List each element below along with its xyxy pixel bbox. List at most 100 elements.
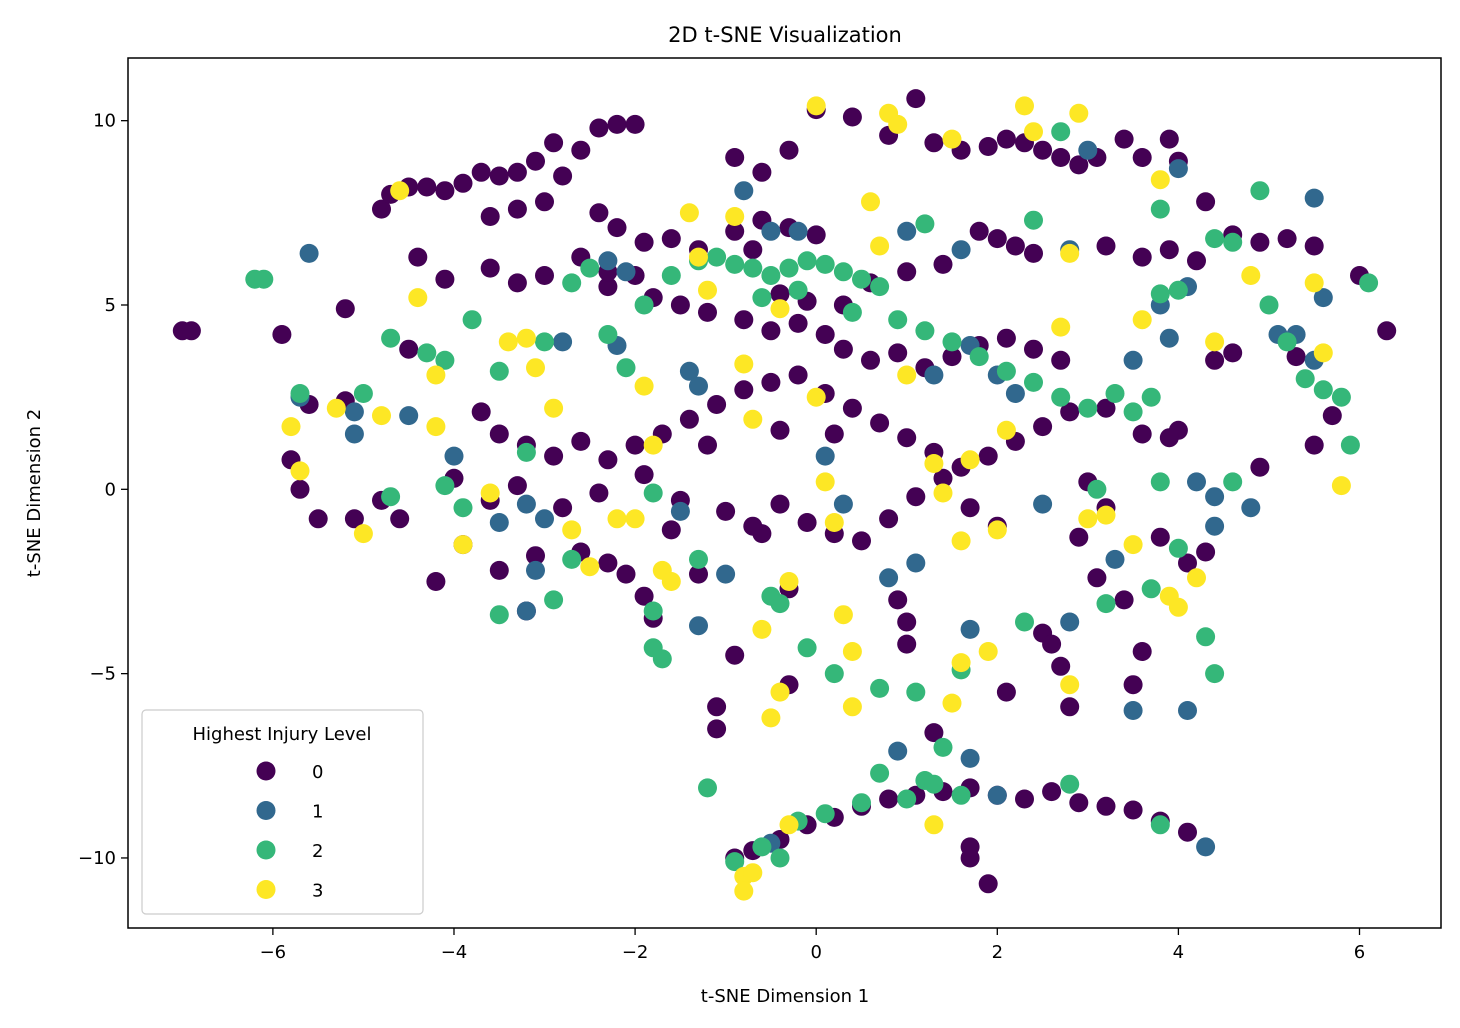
point-level-3-50 — [960, 450, 980, 470]
point-level-2-7 — [516, 442, 536, 462]
point-level-0-2 — [272, 325, 292, 344]
point-level-2-19 — [761, 266, 781, 285]
point-level-3-51 — [987, 520, 1007, 540]
point-level-0-157 — [743, 516, 763, 536]
y-axis: −10 −5 0 5 10 — [78, 111, 128, 869]
point-level-2-85 — [698, 778, 717, 798]
point-level-0-143 — [734, 380, 754, 400]
point-level-3-60 — [1123, 535, 1143, 555]
point-level-2-18 — [743, 258, 763, 278]
point-level-1-43 — [1205, 516, 1225, 536]
point-level-2-42 — [1205, 229, 1225, 249]
point-level-0-145 — [788, 365, 808, 385]
point-level-0-51 — [1277, 229, 1297, 249]
point-level-0-177 — [1024, 243, 1043, 263]
point-level-0-24 — [607, 218, 627, 238]
point-level-0-80 — [897, 634, 917, 654]
point-level-0-81 — [888, 590, 908, 610]
point-level-3-23 — [679, 203, 699, 223]
point-level-0-184 — [743, 240, 763, 260]
point-level-0-76 — [1123, 675, 1143, 695]
point-level-3-45 — [933, 483, 953, 503]
point-level-0-70 — [1250, 457, 1270, 477]
point-level-3-11 — [498, 332, 518, 352]
point-level-0-159 — [797, 513, 817, 532]
point-level-0-179 — [897, 262, 917, 282]
point-level-2-50 — [1340, 435, 1360, 455]
point-level-2-69 — [1096, 594, 1116, 614]
point-level-1-5 — [444, 446, 464, 466]
point-level-2-84 — [290, 384, 310, 403]
point-level-1-55 — [987, 785, 1007, 805]
point-level-3-73 — [924, 815, 944, 835]
point-level-1-0 — [299, 243, 319, 263]
point-level-0-13 — [526, 151, 545, 171]
point-level-1-17 — [670, 501, 690, 521]
point-level-0-122 — [788, 313, 808, 333]
point-level-3-39 — [842, 697, 862, 717]
point-level-0-124 — [833, 339, 853, 359]
point-level-0-37 — [978, 137, 998, 156]
point-level-3-0 — [281, 417, 301, 437]
point-level-2-23 — [833, 262, 853, 282]
point-level-0-42 — [1069, 155, 1089, 175]
point-level-0-215 — [960, 837, 980, 857]
point-level-0-75 — [996, 682, 1016, 702]
chart-title: 2D t-SNE Visualization — [668, 23, 902, 47]
y-tick-label: 5 — [105, 295, 116, 316]
point-level-0-138 — [598, 450, 618, 470]
point-level-2-37 — [1105, 384, 1125, 403]
point-level-0-158 — [770, 494, 790, 514]
point-level-2-81 — [435, 476, 455, 496]
point-level-3-62 — [1150, 170, 1170, 190]
point-level-3-17 — [607, 509, 627, 529]
point-level-2-16 — [707, 247, 727, 267]
point-level-1-34 — [1078, 140, 1098, 160]
point-level-0-102 — [344, 509, 364, 529]
point-level-0-25 — [634, 232, 654, 252]
point-level-3-69 — [1313, 343, 1333, 363]
point-level-0-99 — [426, 572, 446, 591]
point-level-0-162 — [879, 509, 899, 529]
point-level-0-38 — [996, 129, 1016, 149]
point-level-0-7 — [417, 177, 437, 197]
point-level-0-136 — [544, 446, 564, 466]
point-level-0-69 — [1196, 542, 1216, 562]
point-level-3-16 — [580, 557, 600, 577]
point-level-3-35 — [815, 472, 835, 492]
point-level-2-65 — [870, 678, 890, 698]
point-level-2-27 — [788, 280, 808, 300]
point-level-3-41 — [870, 236, 890, 256]
point-level-0-78 — [924, 723, 944, 743]
point-level-3-58 — [1078, 509, 1098, 529]
legend-entries: 0 1 2 3 — [256, 761, 323, 902]
point-level-2-72 — [1196, 627, 1216, 647]
point-level-0-11 — [489, 166, 509, 186]
point-level-1-8 — [535, 509, 554, 529]
point-level-0-48 — [1196, 192, 1216, 212]
point-level-3-10 — [480, 483, 500, 503]
point-level-2-28 — [842, 302, 862, 322]
point-level-1-14 — [616, 262, 636, 282]
point-level-3-29 — [770, 299, 790, 319]
point-level-0-59 — [1159, 428, 1179, 448]
point-level-0-65 — [1087, 568, 1107, 588]
point-level-2-98 — [1150, 815, 1170, 835]
point-level-3-61 — [1132, 310, 1152, 330]
point-level-1-44 — [1241, 498, 1261, 518]
point-level-2-41 — [1168, 280, 1188, 300]
point-level-0-183 — [770, 284, 790, 304]
point-level-0-219 — [824, 424, 844, 444]
point-level-0-188 — [806, 225, 826, 245]
point-level-0-32 — [842, 107, 862, 127]
point-level-2-13 — [634, 295, 654, 315]
point-level-0-155 — [1060, 402, 1080, 422]
point-level-0-91 — [634, 586, 654, 606]
point-level-0-172 — [634, 465, 654, 485]
point-level-2-33 — [996, 361, 1016, 381]
point-level-2-8 — [535, 332, 554, 352]
point-level-2-30 — [915, 321, 935, 341]
point-level-1-35 — [1105, 549, 1125, 569]
point-level-0-104 — [290, 479, 310, 499]
point-level-1-56 — [888, 741, 908, 761]
